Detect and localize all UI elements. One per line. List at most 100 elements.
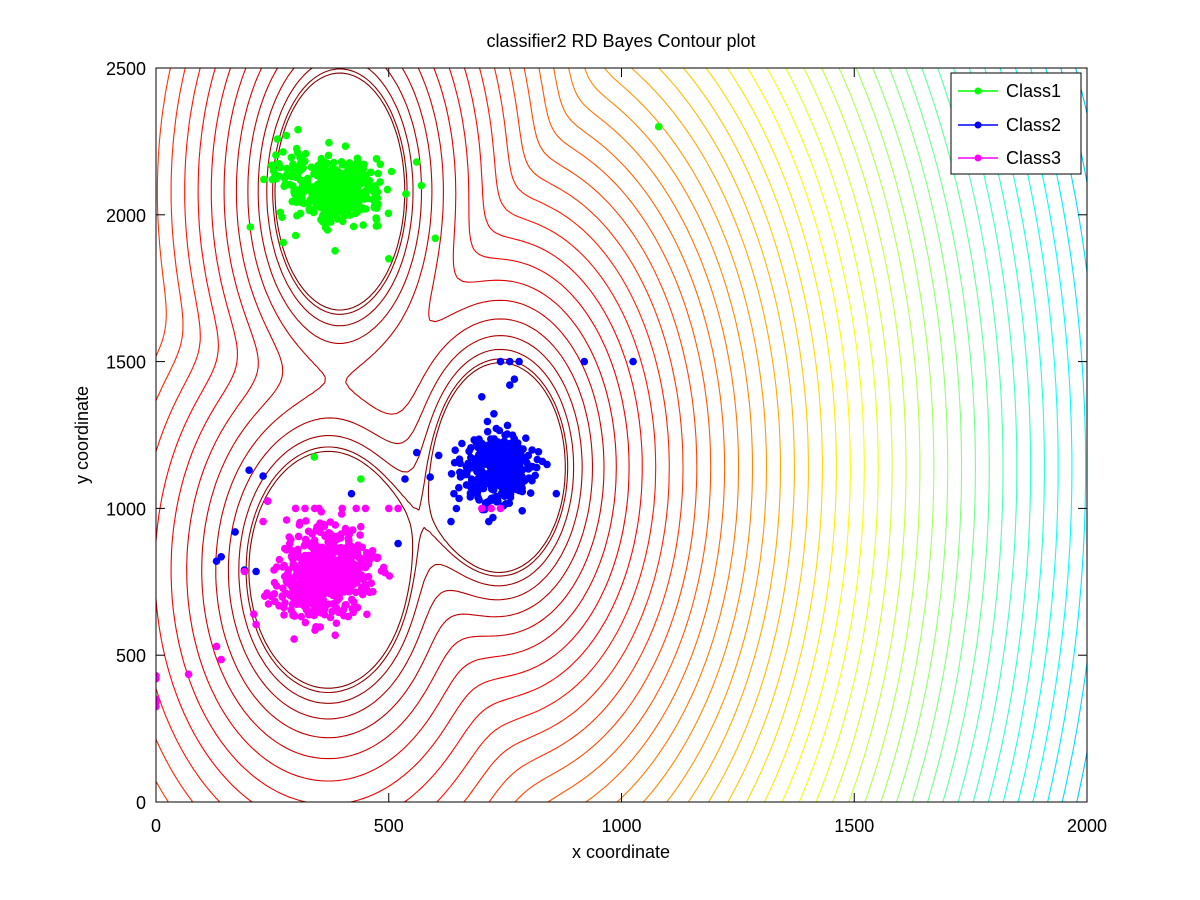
data-point-class2	[483, 427, 492, 436]
data-point-class2	[468, 463, 477, 472]
data-point-class3	[184, 670, 193, 679]
data-point-class3	[346, 569, 355, 578]
data-point-class1	[331, 247, 339, 255]
data-point-class3	[294, 552, 303, 561]
data-point-class2	[531, 471, 539, 480]
data-point-class3	[301, 504, 309, 513]
data-point-class3	[331, 631, 340, 639]
data-point-class1	[330, 158, 338, 167]
data-point-class2	[482, 478, 490, 486]
data-point-class2	[455, 483, 463, 492]
data-point-class1	[279, 238, 288, 247]
data-point-class2	[499, 460, 508, 468]
data-point-class1	[353, 173, 361, 182]
data-point-class3	[264, 600, 273, 608]
data-point-class3	[379, 563, 388, 572]
data-point-class1	[345, 197, 353, 205]
legend-label-class2: Class2	[1006, 115, 1061, 135]
x-tick-label: 1500	[834, 816, 874, 836]
data-point-class2	[451, 446, 460, 455]
data-point-class1	[345, 175, 354, 184]
series-class3	[156, 497, 505, 711]
data-point-class3	[280, 603, 288, 612]
data-point-class2	[465, 447, 473, 456]
contour-line	[156, 68, 670, 802]
data-point-class3	[332, 603, 341, 612]
data-point-class3	[350, 598, 358, 606]
data-point-class2	[412, 448, 421, 457]
data-point-class3	[340, 570, 349, 578]
data-point-class1	[327, 171, 336, 180]
data-point-class3	[296, 518, 304, 527]
data-point-class1	[324, 151, 333, 160]
data-point-class2	[518, 472, 526, 481]
data-point-class2	[401, 475, 409, 483]
data-point-class1	[272, 151, 280, 159]
data-point-class2	[552, 489, 561, 498]
legend-entry-class3: Class3	[958, 148, 1061, 168]
legend-box	[950, 72, 1082, 175]
data-point-class1	[291, 231, 300, 240]
data-point-class3	[312, 623, 320, 631]
data-point-class1	[307, 163, 316, 171]
data-point-class2	[483, 470, 492, 478]
data-point-class1	[282, 131, 291, 140]
x-tick-label: 0	[151, 816, 161, 836]
data-point-class1	[338, 160, 347, 169]
data-point-class1	[309, 208, 318, 217]
data-point-class1	[281, 180, 290, 189]
data-point-class3	[351, 588, 360, 597]
data-point-class2	[497, 439, 505, 448]
data-point-class2	[426, 473, 435, 481]
data-point-class1	[293, 211, 301, 220]
data-point-class2	[543, 460, 551, 469]
data-point-class3	[289, 611, 297, 620]
contour-line	[170, 68, 630, 802]
data-point-class3	[156, 674, 160, 683]
data-point-class2	[489, 452, 498, 461]
contour-line	[553, 68, 726, 802]
contour-line	[905, 68, 976, 802]
data-point-class3	[317, 572, 326, 580]
data-point-class1	[278, 213, 286, 221]
data-point-class3	[356, 531, 364, 539]
contour-line	[238, 68, 575, 704]
data-point-class3	[278, 592, 287, 600]
data-point-class1	[357, 475, 365, 483]
contour-line	[156, 68, 657, 802]
data-point-class1	[374, 169, 382, 178]
data-point-class1	[387, 167, 396, 176]
y-tick-label: 2500	[106, 59, 146, 79]
data-point-class1	[328, 164, 337, 173]
data-point-class2	[467, 453, 475, 462]
data-point-class2	[512, 469, 520, 477]
axes-layer: 0 500 1000 1500 2000 0 500 1000 1500 2000 2500	[106, 59, 1107, 836]
data-point-class2	[245, 466, 253, 475]
data-point-class3	[299, 566, 308, 574]
data-point-class1	[351, 199, 359, 208]
data-point-class1	[323, 226, 332, 234]
data-point-class3	[331, 521, 340, 529]
data-point-class3	[339, 561, 347, 569]
data-point-class2	[508, 444, 516, 453]
data-point-class2	[447, 470, 456, 478]
data-point-class2	[259, 472, 267, 480]
data-point-class2	[492, 469, 500, 478]
data-point-class1	[360, 194, 368, 203]
data-point-class1	[268, 175, 277, 184]
legend-entry-class2: Class2	[958, 115, 1061, 135]
data-point-class2	[252, 567, 260, 576]
data-point-class1	[359, 221, 368, 229]
data-point-class2	[532, 463, 541, 472]
legend-label-class3: Class3	[1006, 148, 1061, 168]
data-point-class1	[280, 174, 289, 182]
data-point-class3	[348, 526, 357, 534]
data-point-class3	[282, 516, 291, 524]
data-point-class2	[456, 473, 465, 481]
data-point-class3	[289, 593, 297, 602]
data-point-class1	[273, 135, 282, 143]
data-point-class1	[325, 138, 333, 147]
legend: Class1 Class2 Class3	[950, 72, 1082, 175]
data-point-class1	[294, 164, 303, 173]
data-point-class3	[367, 579, 376, 587]
